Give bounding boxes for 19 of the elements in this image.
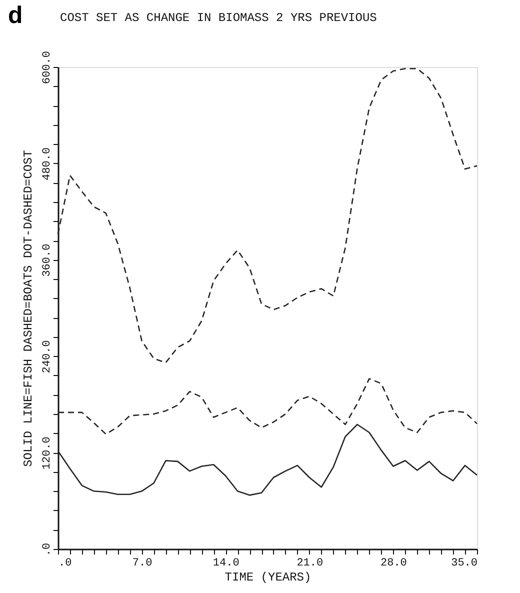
x-tick-label: 14.0: [212, 558, 240, 570]
x-tick-label: 28.0: [380, 558, 407, 570]
y-tick-label: 120.0: [42, 436, 54, 470]
y-tick-label: 480.0: [42, 147, 54, 180]
y-axis-title: SOLID LINE=FISH DASHED=BOATS DOT-DASHED=COST: [22, 150, 36, 467]
y-tick-label: 360.0: [42, 244, 54, 277]
x-tick-label: .0: [58, 558, 72, 570]
y-tick-label: 600.0: [42, 50, 54, 84]
x-tick-label: 35.0: [451, 558, 478, 570]
line-series: [57, 68, 478, 364]
chart-title: COST SET AS CHANGE IN BIOMASS 2 YRS PREVIOUS: [60, 11, 377, 25]
x-axis-title: TIME (YEARS): [224, 570, 312, 584]
y-tick-label: 240.0: [42, 340, 54, 374]
y-tick-label: .0: [42, 542, 54, 556]
text: d: [8, 2, 23, 29]
line-series: [57, 424, 478, 496]
x-tick-label: 7.0: [132, 558, 152, 570]
x-tick-label: 21.0: [296, 558, 324, 570]
line-series: [57, 378, 478, 435]
